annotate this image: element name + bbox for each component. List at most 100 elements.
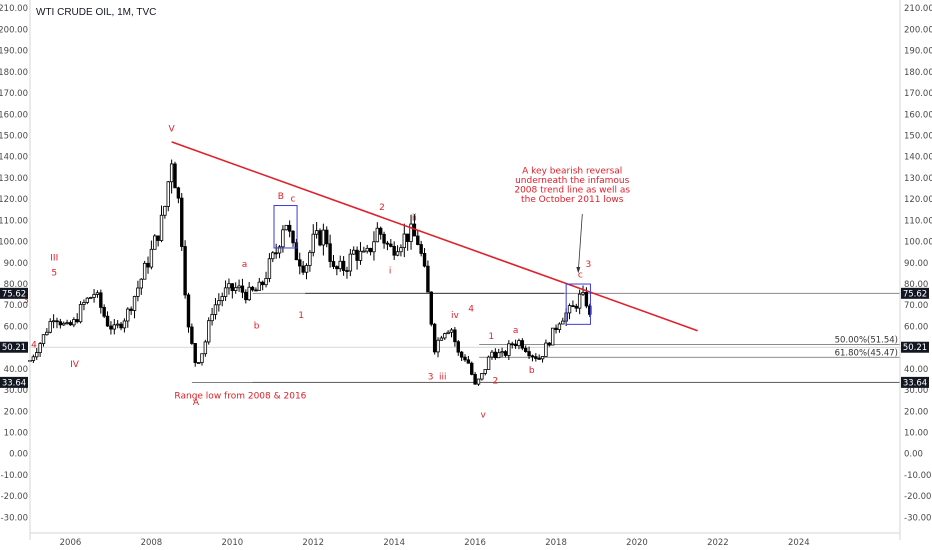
candle-body xyxy=(372,241,376,253)
candle-body xyxy=(362,250,366,253)
wave-label: A xyxy=(193,398,200,408)
candle-body xyxy=(109,325,113,330)
candle-body xyxy=(193,343,197,364)
y-tick-label-right: 40.00 xyxy=(904,365,928,375)
candle-body xyxy=(119,323,123,329)
y-tick-label-left: -20.00 xyxy=(1,492,28,502)
candle-body xyxy=(271,252,275,260)
y-tick-label-right: -30.00 xyxy=(904,513,931,523)
y-tick-label-right: 160.00 xyxy=(904,110,932,120)
candle-body xyxy=(581,291,585,295)
candle-body xyxy=(382,233,386,244)
candle-body xyxy=(163,205,167,216)
candle-body xyxy=(223,287,228,297)
candle-body xyxy=(378,227,383,235)
y-tick-label-right: 140.00 xyxy=(904,153,932,163)
candle-body xyxy=(281,229,285,248)
wave-label: c xyxy=(291,194,296,204)
candle-body xyxy=(486,356,491,370)
candle-body xyxy=(449,329,454,333)
y-tick-label-left: 70.00 xyxy=(4,301,28,311)
candle-body xyxy=(35,352,39,358)
y-tick-label-left: 30.00 xyxy=(4,386,28,396)
y-tick-label-right: 100.00 xyxy=(904,238,932,248)
y-tick-label-left: 60.00 xyxy=(4,322,28,332)
candle-body xyxy=(254,289,258,292)
candle-body xyxy=(45,331,49,336)
wave-label: IV xyxy=(70,360,80,370)
candle-body xyxy=(540,356,545,360)
candle-body xyxy=(321,229,326,246)
candle-body xyxy=(328,243,332,262)
price-badge-label: 33.64 xyxy=(2,378,26,388)
candle-body xyxy=(507,343,511,356)
wave-label: c xyxy=(578,271,583,281)
candle-body xyxy=(416,235,420,245)
y-tick-label-right: 120.00 xyxy=(904,195,932,205)
candle-body xyxy=(405,233,410,242)
candle-body xyxy=(392,246,396,256)
wave-label: b xyxy=(529,366,535,376)
candle-body xyxy=(220,296,224,302)
candle-body xyxy=(210,314,214,322)
candle-body xyxy=(240,285,245,293)
candle-body xyxy=(466,359,471,364)
wave-label: a xyxy=(513,326,519,336)
wave-label: 2 xyxy=(492,377,498,387)
candle-body xyxy=(577,293,582,309)
candle-body xyxy=(557,323,562,330)
wave-label: 1 xyxy=(298,311,304,321)
wave-label: 3 xyxy=(23,296,29,306)
candle-body xyxy=(95,292,100,295)
wave-label: i xyxy=(389,266,392,276)
candles xyxy=(28,159,592,386)
candle-body xyxy=(207,320,211,343)
candle-body xyxy=(567,305,572,314)
wave-label: 1 xyxy=(488,332,494,342)
candle-body xyxy=(55,320,59,323)
candle-body xyxy=(159,214,164,241)
candle-body xyxy=(99,292,103,308)
candle-body xyxy=(267,258,272,279)
price-badge xyxy=(901,287,929,299)
candle-body xyxy=(523,347,528,352)
candle-body xyxy=(402,233,407,249)
wave-label: a xyxy=(242,260,248,270)
candle-body xyxy=(513,343,518,347)
wave-label: b xyxy=(254,322,260,332)
x-tick-label: 2022 xyxy=(707,538,729,548)
y-tick-label-right: 150.00 xyxy=(904,132,932,142)
chart-title: WTI CRUDE OIL, 1M, TVC xyxy=(36,7,156,18)
candle-body xyxy=(588,305,592,315)
y-tick-label-right: 10.00 xyxy=(904,429,928,439)
wave-label: iii xyxy=(439,372,447,382)
levels: 50.00%(51.54) 61.80%(45.47) xyxy=(30,292,900,383)
y-tick-label-left: 20.00 xyxy=(4,407,28,417)
wave-label: 4 xyxy=(468,305,474,315)
candle-body xyxy=(459,351,464,358)
wave-label: 4 xyxy=(31,341,37,351)
y-tick-label-left: 130.00 xyxy=(0,174,28,184)
candle-body xyxy=(446,331,450,335)
candle-body xyxy=(41,334,46,345)
candle-body xyxy=(196,362,201,364)
candle-body xyxy=(537,358,541,360)
candle-body xyxy=(142,262,147,280)
candle-body xyxy=(237,285,241,289)
candle-body xyxy=(180,197,184,247)
annotation-arrowhead xyxy=(576,267,581,274)
annotation-line: underneath the infamous xyxy=(515,176,630,186)
candle-body xyxy=(574,305,578,309)
candle-body xyxy=(227,283,231,289)
candle-body xyxy=(503,351,508,356)
wave-label: III xyxy=(50,254,58,264)
candle-body xyxy=(126,308,130,322)
candle-body xyxy=(72,319,76,326)
candle-body xyxy=(129,308,133,311)
annotation-line: Range low from 2008 & 2016 xyxy=(174,392,306,402)
annotation-line: the October 2011 lows xyxy=(521,195,624,205)
y-tick-label-left: 200.00 xyxy=(0,25,28,35)
candle-body xyxy=(375,227,380,243)
